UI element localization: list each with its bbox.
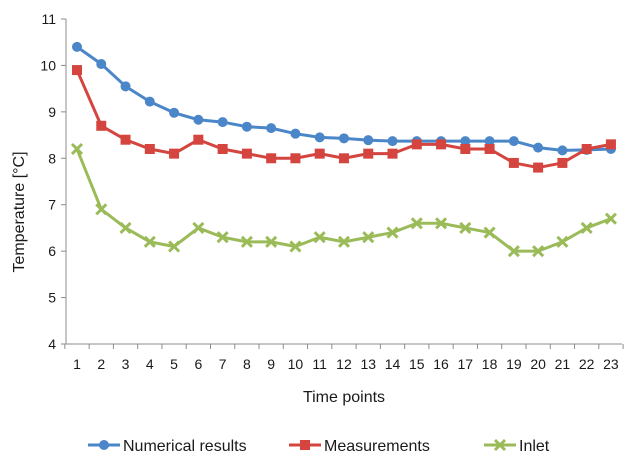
legend-label: Measurements (324, 438, 430, 455)
data-point (121, 81, 131, 91)
x-tick-label: 14 (385, 356, 401, 372)
y-tick-label: 7 (48, 197, 56, 213)
x-tick-label: 3 (122, 356, 130, 372)
data-point (557, 158, 567, 168)
data-point (290, 153, 300, 163)
data-point (218, 144, 228, 154)
data-point (533, 143, 543, 153)
x-axis-ticks: 1 2 3 4 5 6 7 8 9 10 11 12 13 14 15 16 17 18 19 20 21 22 23 (65, 344, 623, 372)
data-point (145, 97, 155, 107)
x-tick-label: 5 (170, 356, 178, 372)
x-axis-title: Time points (303, 389, 385, 406)
y-tick-label: 4 (48, 336, 56, 352)
data-point (290, 129, 300, 139)
series-measurements (72, 65, 616, 173)
x-tick-label: 7 (219, 356, 227, 372)
data-point (363, 135, 373, 145)
x-tick-label: 10 (288, 356, 304, 372)
data-point (72, 65, 82, 75)
legend-item: Measurements (289, 438, 430, 455)
x-tick-label: 13 (360, 356, 376, 372)
x-tick-label: 4 (146, 356, 154, 372)
legend-item: Numerical results (88, 438, 247, 455)
legend: Numerical results Measurements Inlet (88, 438, 550, 455)
data-point (509, 136, 519, 146)
x-tick-label: 11 (312, 356, 327, 372)
data-point (121, 223, 131, 233)
data-point (315, 149, 325, 159)
y-tick-label: 9 (48, 104, 56, 120)
x-tick-label: 12 (336, 356, 352, 372)
data-point (606, 139, 616, 149)
x-tick-label: 2 (97, 356, 105, 372)
data-point (218, 117, 228, 127)
data-point (388, 136, 398, 146)
x-tick-label: 15 (409, 356, 425, 372)
data-point (388, 149, 398, 159)
data-point (96, 121, 106, 131)
x-tick-label: 17 (458, 356, 474, 372)
data-point (193, 135, 203, 145)
y-axis-ticks: 4 5 6 7 8 9 10 11 (40, 11, 66, 352)
x-tick-label: 1 (73, 356, 81, 372)
series-group (72, 42, 616, 256)
data-point (242, 149, 252, 159)
data-point (485, 144, 495, 154)
x-tick-label: 18 (482, 356, 498, 372)
data-point (315, 132, 325, 142)
data-point (557, 145, 567, 155)
data-point (533, 163, 543, 173)
y-tick-label: 8 (48, 150, 56, 166)
data-point (509, 158, 519, 168)
series-line (77, 70, 611, 168)
legend-label: Inlet (519, 438, 550, 455)
data-point (72, 42, 82, 52)
data-point (363, 149, 373, 159)
data-point (339, 153, 349, 163)
x-tick-label: 16 (433, 356, 449, 372)
y-tick-label: 6 (48, 243, 56, 259)
data-point (460, 144, 470, 154)
x-tick-label: 6 (194, 356, 202, 372)
legend-label: Numerical results (123, 438, 247, 455)
data-point (121, 135, 131, 145)
x-tick-label: 20 (530, 356, 546, 372)
data-point (242, 122, 252, 132)
legend-marker (300, 440, 310, 450)
data-point (266, 153, 276, 163)
data-point (412, 139, 422, 149)
x-tick-label: 23 (603, 356, 619, 372)
data-point (169, 149, 179, 159)
series-numerical-results (72, 42, 616, 156)
legend-item: Inlet (484, 438, 550, 455)
data-point (436, 139, 446, 149)
data-point (169, 108, 179, 118)
data-point (339, 133, 349, 143)
data-point (145, 144, 155, 154)
series-line (77, 149, 611, 251)
x-tick-label: 22 (579, 356, 595, 372)
data-point (193, 115, 203, 125)
y-tick-label: 5 (48, 290, 56, 306)
x-tick-label: 19 (506, 356, 522, 372)
x-tick-label: 8 (243, 356, 251, 372)
y-axis-title: Temperature [°C] (11, 151, 28, 272)
axes (66, 19, 622, 344)
data-point (266, 123, 276, 133)
data-point (96, 59, 106, 69)
y-tick-label: 10 (40, 57, 56, 73)
data-point (582, 144, 592, 154)
x-tick-label: 21 (555, 356, 571, 372)
y-tick-label: 11 (41, 11, 56, 27)
x-tick-label: 9 (267, 356, 275, 372)
legend-marker (99, 440, 109, 450)
